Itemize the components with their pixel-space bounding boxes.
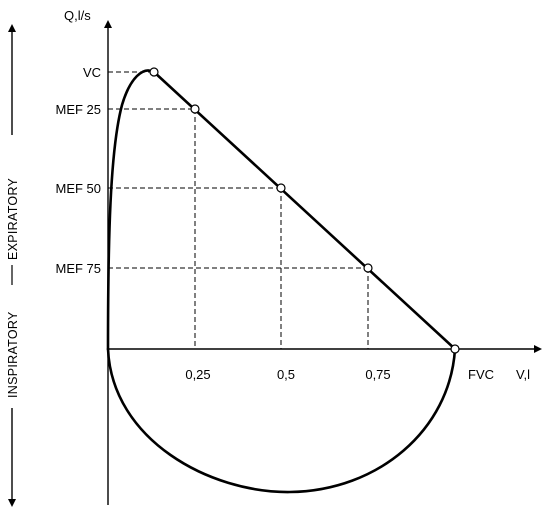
fvc-point [450,344,460,354]
expiratory-label: EXPIRATORY [6,177,20,260]
x-tick-025: 0,25 [185,367,210,382]
y-axis-label: Q,l/s [64,8,91,23]
inspiratory-label: INSPIRATORY [6,311,20,398]
mef25-label: MEF 25 [55,102,101,117]
vc-label: VC [83,65,101,80]
mef25-point [190,104,200,114]
mef50-point [276,183,286,193]
vc-point [149,67,159,77]
x-axis-label: V,l [516,367,530,382]
mef75-label: MEF 75 [55,261,101,276]
mef50-label: MEF 50 [55,181,101,196]
x-tick-05: 0,5 [277,367,295,382]
fvc-label: FVC [468,367,494,382]
expiratory-curve [106,69,457,351]
mef75-point [363,263,373,273]
inspiratory-curve [106,347,457,494]
x-tick-075: 0,75 [365,367,390,382]
